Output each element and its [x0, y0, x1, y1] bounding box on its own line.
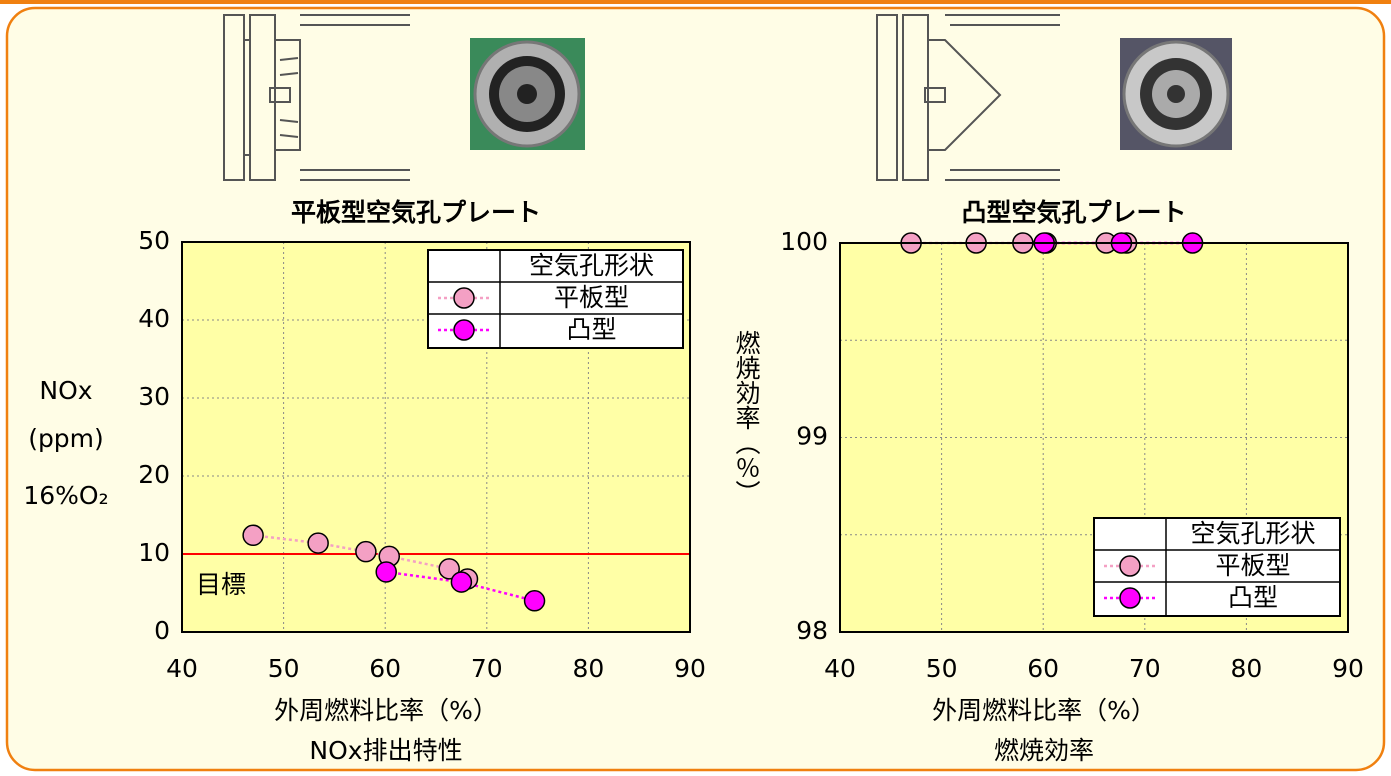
legend-title: 空気孔形状 — [529, 251, 654, 280]
y-tick-label: 100 — [780, 227, 828, 256]
x-tick-label: 50 — [926, 654, 958, 683]
x-tick-label: 70 — [1129, 654, 1161, 683]
x-tick-label: 90 — [1332, 654, 1364, 683]
reference-label: 目標 — [196, 570, 246, 599]
y-axis-label: (ppm) — [28, 424, 104, 453]
legend-swatch — [453, 319, 475, 341]
data-point — [523, 590, 546, 612]
x-tick-label: 50 — [268, 654, 300, 683]
y-tick-label: 40 — [138, 304, 170, 333]
y-tick-label: 0 — [154, 616, 170, 645]
y-tick-label: 98 — [796, 616, 828, 645]
legend-swatch — [1119, 555, 1141, 577]
plot-border — [839, 242, 1349, 633]
series-line — [386, 570, 535, 603]
x-tick-label: 60 — [1027, 654, 1059, 683]
legend-title: 空気孔形状 — [1190, 519, 1315, 548]
y-tick-label: 50 — [138, 226, 170, 255]
series-line — [252, 534, 469, 581]
y-tick-label: 30 — [138, 382, 170, 411]
plot-border — [181, 241, 691, 633]
data-point — [242, 524, 264, 547]
top-bar — [0, 0, 1391, 4]
y-tick-label: 20 — [138, 460, 170, 489]
y-axis-label: 燃焼効率（％） — [732, 330, 761, 505]
burner-photo — [470, 38, 585, 150]
data-point — [450, 571, 473, 593]
x-axis-label: 外周燃料比率（%） — [274, 696, 498, 725]
legend-label: 平板型 — [554, 283, 629, 312]
data-point — [355, 540, 377, 563]
burner-drawing — [223, 14, 410, 181]
x-tick-label: 70 — [471, 654, 503, 683]
y-tick-label: 10 — [138, 538, 170, 567]
legend-swatch — [453, 287, 475, 309]
x-tick-label: 80 — [572, 654, 604, 683]
legend-label: 凸型 — [1228, 583, 1278, 612]
legend-swatch — [1119, 587, 1141, 609]
data-point — [438, 558, 460, 580]
x-axis-label: 外周燃料比率（%） — [932, 696, 1156, 725]
legend-label: 平板型 — [1215, 551, 1290, 580]
x-tick-label: 80 — [1230, 654, 1262, 683]
chart-title: 平板型空気孔プレート — [291, 198, 541, 227]
burner-drawing — [876, 14, 1060, 181]
data-point — [307, 532, 329, 554]
burner-photo — [1120, 38, 1232, 150]
y-tick-label: 99 — [796, 422, 828, 451]
y-axis-label: 16%O₂ — [23, 481, 108, 510]
x-tick-label: 40 — [824, 654, 856, 683]
x-tick-label: 60 — [369, 654, 401, 683]
caption: 燃焼効率 — [994, 736, 1094, 765]
x-tick-label: 90 — [674, 654, 706, 683]
caption: NOx排出特性 — [309, 736, 462, 765]
chart-title: 凸型空気孔プレート — [961, 198, 1186, 227]
y-axis-label: NOx — [39, 376, 92, 405]
legend-label: 凸型 — [566, 315, 616, 344]
x-tick-label: 40 — [166, 654, 198, 683]
data-point — [375, 561, 397, 583]
